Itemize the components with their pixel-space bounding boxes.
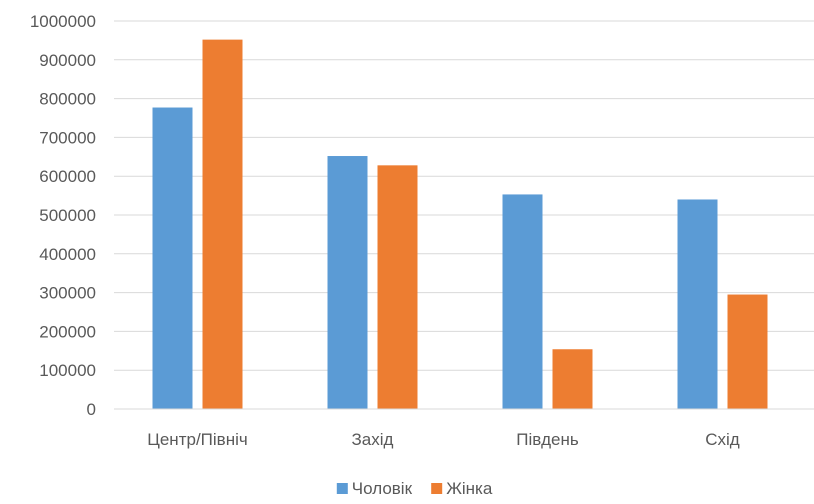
bar-male: [502, 194, 543, 409]
y-tick-label: 0: [87, 400, 96, 419]
y-tick-label: 200000: [39, 322, 96, 341]
bar-male: [152, 107, 193, 410]
x-category-label: Центр/Північ: [147, 430, 247, 449]
x-category-label: Південь: [516, 430, 579, 449]
legend-label-female: Жінка: [446, 479, 493, 498]
x-category-label: Захід: [352, 430, 394, 449]
y-tick-label: 700000: [39, 128, 96, 147]
bar-female: [202, 39, 243, 410]
bar-male: [677, 199, 718, 409]
y-tick-label: 300000: [39, 284, 96, 303]
bars: [152, 39, 768, 410]
y-tick-label: 400000: [39, 245, 96, 264]
y-tick-label: 900000: [39, 51, 96, 70]
legend-swatch-female: [431, 483, 443, 494]
legend-swatch-male: [336, 483, 348, 494]
bar-female: [727, 294, 768, 409]
y-tick-label: 800000: [39, 90, 96, 109]
y-tick-label: 500000: [39, 206, 96, 225]
x-axis-categories: Центр/Північ Захід Південь Схід: [147, 430, 740, 449]
x-category-label: Схід: [705, 430, 740, 449]
bar-female: [377, 165, 418, 409]
y-tick-label: 100000: [39, 361, 96, 380]
bar-female: [552, 349, 593, 409]
bar-male: [327, 156, 368, 409]
y-tick-label: 600000: [39, 167, 96, 186]
y-axis-ticks: 0 100000 200000 300000 400000 500000 600000 700…: [30, 12, 96, 419]
legend: Чоловік Жінка: [336, 479, 493, 498]
legend-label-male: Чоловік: [352, 479, 413, 498]
y-tick-label: 1000000: [30, 12, 96, 31]
